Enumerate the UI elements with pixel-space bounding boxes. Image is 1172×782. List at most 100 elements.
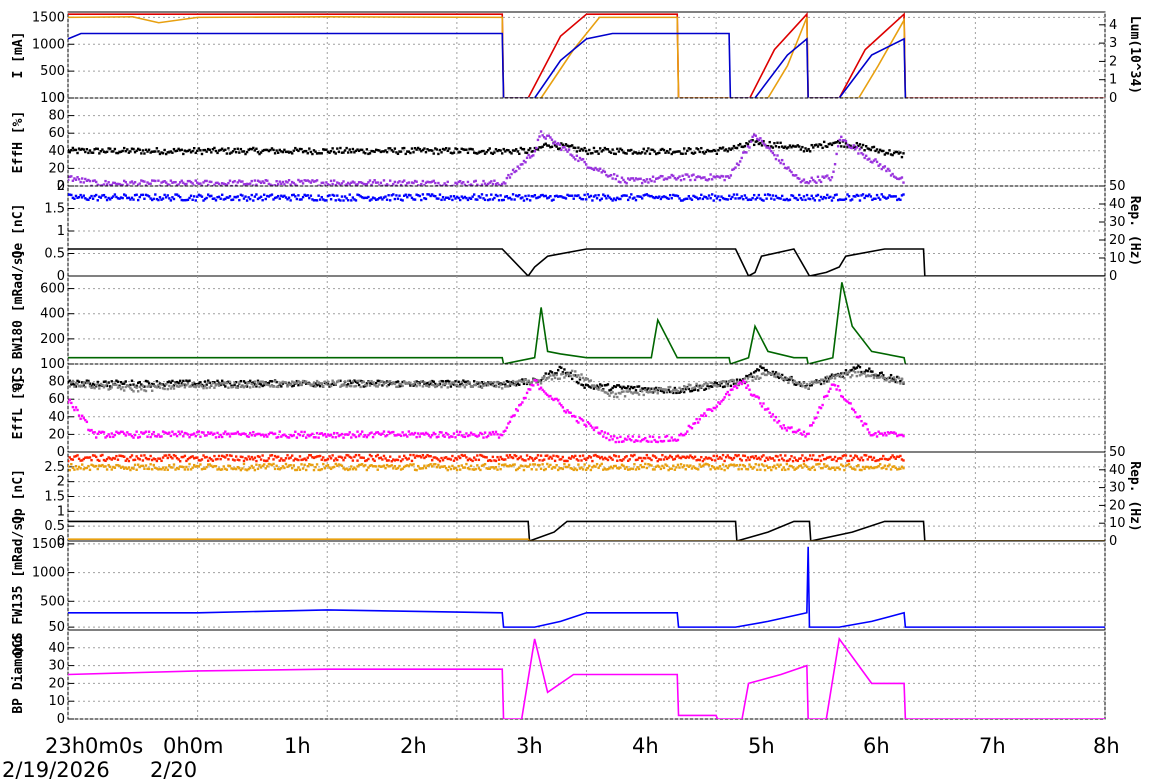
- data-point: [701, 464, 705, 467]
- data-point: [592, 454, 596, 457]
- data-point: [214, 436, 218, 439]
- data-point: [760, 366, 764, 370]
- data-point: [574, 194, 577, 197]
- data-point: [449, 383, 453, 386]
- data-point: [434, 147, 437, 150]
- data-point: [102, 458, 106, 462]
- data-point: [346, 379, 350, 383]
- data-point: [770, 457, 773, 460]
- data-point: [276, 467, 280, 471]
- data-point: [96, 380, 99, 384]
- data-point: [230, 384, 233, 387]
- data-point: [676, 454, 680, 457]
- data-point: [693, 386, 697, 389]
- data-point: [693, 151, 697, 154]
- data-point: [762, 372, 765, 375]
- data-point: [790, 426, 793, 429]
- data-point: [746, 384, 750, 387]
- data-point: [412, 382, 415, 386]
- data-point: [175, 385, 179, 388]
- data-point: [743, 151, 747, 154]
- data-point: [787, 378, 790, 381]
- data-point: [298, 381, 302, 384]
- data-point: [133, 433, 137, 437]
- data-point: [387, 147, 390, 150]
- data-point: [511, 456, 515, 460]
- data-point: [286, 181, 289, 184]
- data-point: [130, 388, 134, 392]
- data-point: [555, 397, 558, 401]
- data-point: [110, 150, 113, 153]
- data-point: [186, 179, 190, 183]
- data-point: [161, 152, 165, 155]
- data-point: [620, 459, 624, 462]
- data-point: [360, 381, 364, 384]
- data-point: [606, 148, 610, 151]
- data-point: [603, 431, 607, 434]
- data-point: [773, 372, 776, 376]
- data-point: [413, 147, 417, 150]
- y-tick-label: 30: [48, 659, 65, 674]
- series-points: [68, 369, 905, 399]
- data-point: [586, 456, 589, 460]
- data-point: [427, 385, 431, 388]
- data-point: [886, 196, 890, 199]
- data-point: [387, 184, 390, 186]
- data-point: [364, 383, 367, 387]
- data-point: [743, 454, 747, 458]
- data-point: [720, 467, 723, 471]
- data-point: [135, 193, 138, 196]
- data-point: [135, 468, 138, 471]
- data-point: [533, 150, 537, 153]
- data-point: [322, 148, 325, 151]
- data-point: [172, 463, 176, 466]
- data-point: [668, 385, 672, 389]
- data-point: [460, 147, 463, 150]
- y-tick-label: 20: [48, 161, 65, 176]
- data-point: [583, 378, 586, 382]
- data-point: [794, 431, 798, 434]
- data-point: [556, 142, 560, 145]
- data-point: [287, 179, 291, 182]
- data-point: [432, 152, 435, 155]
- x-tick-label: 2h: [400, 734, 427, 758]
- data-point: [850, 198, 854, 201]
- data-point: [490, 466, 493, 469]
- data-point: [68, 380, 70, 384]
- data-point: [180, 198, 183, 202]
- data-point: [665, 390, 669, 393]
- data-point: [707, 385, 711, 389]
- data-point: [126, 183, 129, 186]
- data-point: [877, 464, 880, 468]
- data-point: [283, 466, 286, 470]
- data-point: [98, 152, 101, 155]
- data-point: [312, 149, 316, 152]
- data-point: [353, 455, 356, 459]
- data-point: [295, 458, 299, 461]
- data-point: [329, 433, 333, 436]
- data-point: [107, 147, 110, 150]
- data-point: [854, 454, 857, 457]
- data-point: [661, 453, 664, 457]
- data-point: [760, 455, 764, 458]
- data-point: [348, 455, 351, 459]
- data-point: [70, 383, 73, 386]
- data-point: [205, 179, 208, 183]
- data-point: [252, 199, 255, 202]
- data-point: [684, 197, 687, 201]
- data-point: [102, 431, 106, 434]
- data-point: [622, 151, 625, 154]
- data-point: [480, 464, 484, 467]
- data-point: [536, 383, 540, 386]
- data-point: [160, 468, 163, 471]
- data-point: [376, 149, 379, 152]
- data-point: [418, 381, 421, 384]
- series-group: [68, 546, 1105, 628]
- data-point: [107, 381, 110, 384]
- data-point: [87, 198, 90, 202]
- data-point: [323, 432, 327, 436]
- data-point: [720, 400, 723, 403]
- data-point: [801, 433, 804, 436]
- data-point: [480, 381, 484, 384]
- data-point: [360, 181, 364, 185]
